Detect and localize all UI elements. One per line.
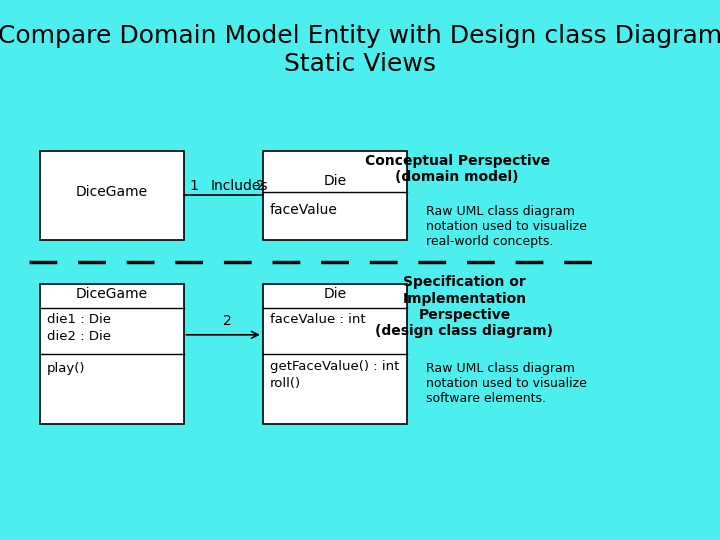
Text: Die: Die — [323, 287, 346, 301]
Text: Die: Die — [323, 174, 346, 188]
Text: Specification or
Implementation
Perspective
(design class diagram): Specification or Implementation Perspect… — [375, 275, 554, 338]
Bar — [263, 151, 407, 240]
Text: Includes: Includes — [210, 179, 268, 193]
Text: DiceGame: DiceGame — [76, 185, 148, 199]
Text: faceValue : int: faceValue : int — [270, 313, 366, 326]
Text: faceValue: faceValue — [270, 202, 338, 217]
Text: DiceGame: DiceGame — [76, 287, 148, 301]
Text: 1: 1 — [189, 179, 198, 193]
Text: 2: 2 — [223, 314, 232, 328]
Text: getFaceValue() : int
roll(): getFaceValue() : int roll() — [270, 360, 400, 390]
Bar — [263, 284, 407, 424]
Bar — [40, 151, 184, 240]
Text: Raw UML class diagram
notation used to visualize
real-world concepts.: Raw UML class diagram notation used to v… — [426, 205, 587, 248]
Bar — [40, 284, 184, 424]
Text: Conceptual Perspective
(domain model): Conceptual Perspective (domain model) — [364, 154, 550, 184]
Text: play(): play() — [47, 362, 85, 375]
Text: 2: 2 — [256, 179, 265, 193]
Text: die1 : Die
die2 : Die: die1 : Die die2 : Die — [47, 313, 111, 343]
Text: Compare Domain Model Entity with Design class Diagram
Static Views: Compare Domain Model Entity with Design … — [0, 24, 720, 76]
Text: Raw UML class diagram
notation used to visualize
software elements.: Raw UML class diagram notation used to v… — [426, 362, 587, 405]
